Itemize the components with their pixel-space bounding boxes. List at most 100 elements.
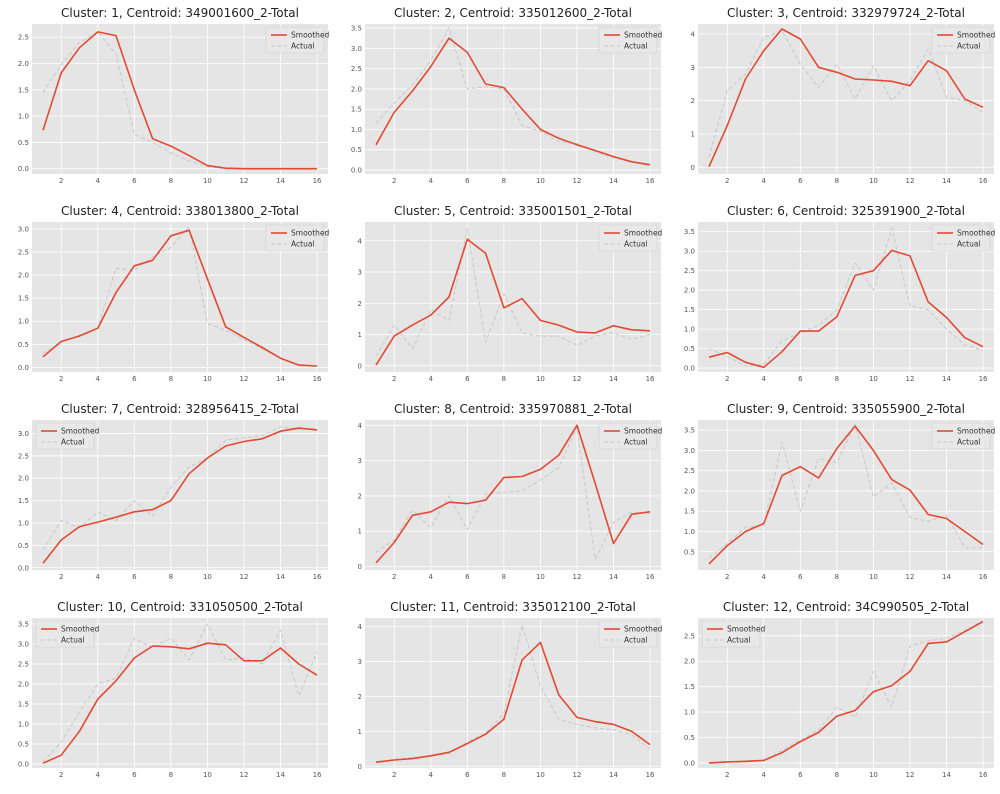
y-tick-label: 1.5 [18,295,29,303]
x-tick-label: 6 [465,573,470,581]
x-tick-label: 12 [239,771,248,779]
y-tick-label: 1.0 [684,528,695,536]
y-tick-label: 2.5 [18,34,29,42]
x-tick-label: 16 [646,573,655,581]
x-tick-label: 12 [905,177,914,185]
chart-svg: Cluster: 5, Centroid: 335001501_2-Total 0… [358,204,663,383]
legend-label: Actual [624,438,648,447]
x-tick-label: 6 [132,771,137,779]
y-tick-label: 2.5 [18,661,29,669]
x-tick-label: 16 [646,177,655,185]
x-tick-label: 10 [536,771,545,779]
legend-label: Smoothed [957,229,996,238]
x-tick-label: 2 [59,375,63,383]
x-tick-label: 10 [869,177,878,185]
x-tick-label: 6 [465,771,470,779]
x-tick-label: 8 [835,771,839,779]
legend-label: Smoothed [624,31,663,40]
y-tick-label: 1 [358,528,362,536]
y-tick-label: 2 [691,97,695,105]
chart-svg: Cluster: 10, Centroid: 331050500_2-Total… [18,600,328,779]
smoothed-series-line [708,249,984,369]
chart-legend: Smoothed Actual [265,26,330,54]
chart-title: Cluster: 6, Centroid: 325391900_2-Total [727,204,965,218]
y-tick-label: 2.0 [18,681,29,689]
y-tick-label: 3 [691,64,695,72]
y-tick-label: 0.0 [18,564,29,572]
legend-label: Smoothed [624,427,663,436]
chart-svg: Cluster: 4, Centroid: 338013800_2-Total 0… [18,204,330,383]
legend-label: Actual [957,438,981,447]
y-tick-label: 4 [358,237,363,245]
chart-title: Cluster: 10, Centroid: 331050500_2-Total [57,600,303,614]
legend-label: Actual [624,42,648,51]
y-tick-label: 2.0 [18,60,29,68]
x-tick-label: 8 [835,375,839,383]
y-tick-label: 0.5 [18,741,29,749]
y-tick-label: 2.5 [18,249,29,257]
x-tick-label: 4 [96,573,101,581]
x-tick-label: 4 [762,177,767,185]
legend-label: Smoothed [61,427,100,436]
chart-svg: Cluster: 11, Centroid: 335012100_2-Total… [358,600,663,779]
x-tick-label: 12 [239,573,248,581]
chart-title: Cluster: 9, Centroid: 335055900_2-Total [727,402,965,416]
x-tick-label: 16 [313,177,322,185]
y-tick-label: 0 [358,563,362,571]
x-tick-label: 14 [609,573,618,581]
legend-label: Smoothed [291,31,330,40]
y-tick-label: 1 [358,331,362,339]
x-tick-label: 16 [313,771,322,779]
y-tick-label: 3.0 [351,45,362,53]
smoothed-series-line [42,642,318,764]
x-tick-label: 4 [762,573,767,581]
chart-svg: Cluster: 3, Centroid: 332979724_2-Total 0… [691,6,996,185]
x-tick-label: 6 [798,177,803,185]
y-tick-label: 0.5 [18,139,29,147]
smoothed-series-line [42,229,318,367]
y-tick-label: 2.0 [684,287,695,295]
x-tick-label: 8 [502,771,506,779]
cluster-chart-8: Cluster: 8, Centroid: 335970881_2-Total 0… [333,396,663,594]
y-tick-label: 2 [358,492,362,500]
x-tick-label: 16 [979,573,988,581]
x-tick-label: 10 [203,177,212,185]
x-tick-label: 6 [798,771,803,779]
cluster-chart-12: Cluster: 12, Centroid: 34C990505_2-Total… [666,594,996,792]
y-tick-label: 4 [358,422,363,430]
y-tick-label: 2.5 [18,452,29,460]
y-tick-label: 0.5 [684,345,695,353]
y-tick-label: 0.0 [18,165,29,173]
chart-title: Cluster: 12, Centroid: 34C990505_2-Total [723,600,969,614]
y-tick-label: 3.0 [18,225,29,233]
chart-svg: Cluster: 6, Centroid: 325391900_2-Total 0… [684,204,996,383]
y-tick-label: 1.0 [18,519,29,527]
chart-legend: Smoothed Actual [701,620,766,648]
legend-label: Actual [957,240,981,249]
x-tick-label: 8 [502,375,506,383]
y-tick-label: 3.0 [18,430,29,438]
x-tick-label: 14 [942,177,951,185]
x-tick-label: 10 [869,375,878,383]
chart-title: Cluster: 1, Centroid: 349001600_2-Total [61,6,299,20]
x-tick-label: 8 [169,771,173,779]
x-tick-label: 16 [979,771,988,779]
chart-legend: Smoothed Actual [598,422,663,450]
x-tick-label: 12 [239,375,248,383]
cluster-chart-2: Cluster: 2, Centroid: 335012600_2-Total 0… [333,0,663,198]
y-tick-label: 1.5 [684,508,695,516]
x-tick-label: 12 [572,177,581,185]
cluster-chart-11: Cluster: 11, Centroid: 335012100_2-Total… [333,594,663,792]
x-tick-label: 12 [905,573,914,581]
actual-series-line [375,227,651,357]
y-tick-label: 1.5 [18,86,29,94]
x-tick-label: 12 [905,771,914,779]
x-tick-label: 4 [96,771,101,779]
x-tick-label: 4 [429,771,434,779]
x-tick-label: 10 [536,573,545,581]
chart-svg: Cluster: 2, Centroid: 335012600_2-Total 0… [351,6,663,185]
smoothed-series-line [708,28,984,168]
cluster-chart-4: Cluster: 4, Centroid: 338013800_2-Total 0… [0,198,330,396]
y-tick-label: 1.0 [684,326,695,334]
cluster-chart-10: Cluster: 10, Centroid: 331050500_2-Total… [0,594,330,792]
